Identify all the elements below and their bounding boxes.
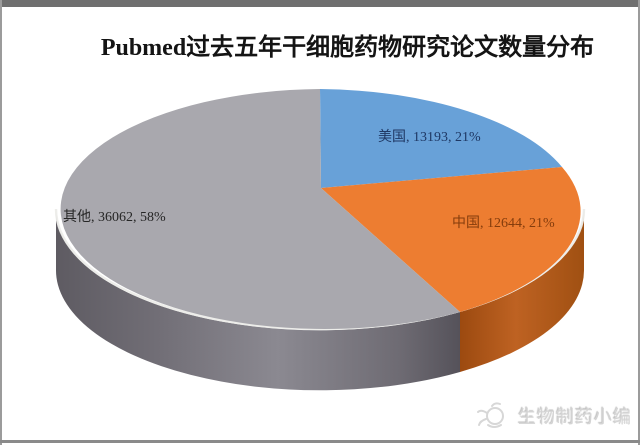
data-label-cn: 中国, 12644, 21% bbox=[452, 216, 555, 231]
frame-border-left bbox=[0, 0, 2, 445]
frame-border-bottom bbox=[0, 440, 640, 443]
pie-slice-cn bbox=[321, 167, 581, 312]
pie-slice-other bbox=[60, 89, 460, 329]
watermark: 生物制药小编 bbox=[474, 399, 632, 433]
bird-doodle-icon bbox=[477, 402, 504, 428]
pie-side-other bbox=[55, 209, 460, 391]
data-label-us: 美国, 13193, 21% bbox=[378, 130, 481, 145]
watermark-text: 生物制药小编 bbox=[518, 407, 632, 428]
frame-border-top bbox=[0, 0, 640, 7]
chart-title: Pubmed过去五年干细胞药物研究论文数量分布 bbox=[100, 35, 595, 61]
pie-rim-highlight bbox=[54, 208, 586, 331]
data-label-other: 其他, 36062, 58% bbox=[63, 210, 166, 225]
frame-border-right bbox=[638, 0, 640, 445]
pie-slice-us bbox=[320, 89, 562, 188]
pie-side-cn bbox=[460, 209, 585, 372]
